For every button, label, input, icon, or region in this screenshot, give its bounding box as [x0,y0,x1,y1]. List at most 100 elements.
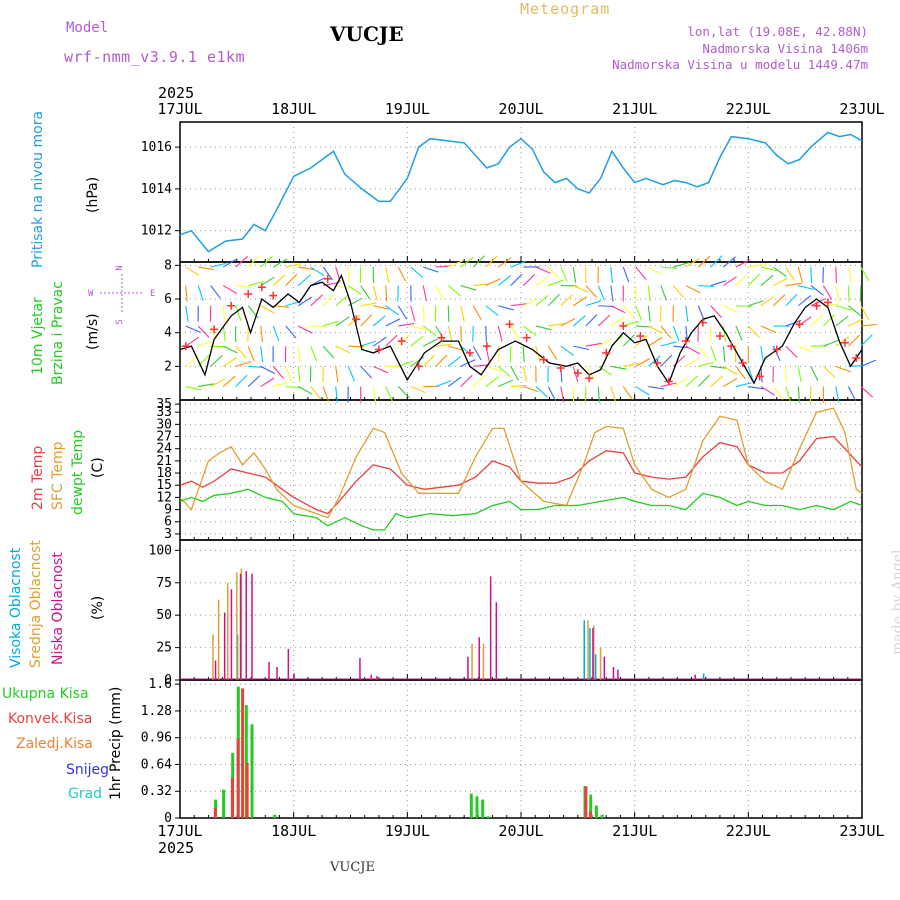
precip-legend-frz: Zaledj.Kisa [16,736,93,752]
wind-barb [335,386,338,403]
wind-barb [297,386,313,395]
wind-barb [498,305,514,311]
cloud-bar-cloud_low [495,602,498,680]
model-name: wrf-nmm_v3.9.1 e1km [64,48,246,66]
wind-barb [760,346,764,363]
wind-barb [297,346,301,363]
wind-barb [760,274,774,286]
wind-barb [248,280,264,287]
wind-barb [685,285,701,294]
wind-barb [372,336,387,347]
wind-barb [373,365,389,374]
wind-barb [647,285,651,302]
wind-barb [497,325,503,342]
cloud-bar-cloud_mid [217,599,220,680]
cloud-bar-cloud_mid [240,568,243,680]
wind-barb [273,381,289,388]
wind-barb [810,366,819,382]
wind-barb [235,285,252,289]
wind-barb [485,365,502,372]
cloud-bar-cloud_low [239,573,242,680]
wind-barb [598,338,613,347]
wind-barb [185,325,201,333]
wind-barb [860,266,870,282]
wind-barb [835,386,840,403]
temperature-ytick-label: 6 [164,515,172,530]
wind-barb [585,300,602,307]
wind-barb [535,295,549,307]
cloud-bar-cloud_low [467,656,469,680]
wind-barb [648,337,663,347]
wind-barb [310,386,322,400]
wind-barb [535,266,551,274]
wind-barb [522,366,528,383]
wind-barb [360,285,371,300]
wind-barb [297,296,312,307]
wind-barb [410,335,424,347]
cloud-bar-cloud_low [617,669,619,680]
wind-barb [260,305,276,314]
wind-barb [810,314,823,327]
wind-barb [798,285,815,291]
wind-barb [323,320,339,327]
wind-barb [423,338,438,347]
cloud-bar-cloud_high [583,620,585,680]
wind-barb [385,318,401,327]
temperature-ytick-label: 12 [156,490,172,505]
wind-barb [385,334,398,347]
precip-bar-precip_total [589,794,593,818]
wind-barb [322,266,333,281]
wind-barb [310,345,318,362]
wind-barb [272,274,286,286]
year-label-top: 2025 [158,84,194,102]
wind-series-wind_speed [179,273,863,385]
wind-barb [460,325,462,342]
wind-barb [410,356,425,367]
wind-barb [735,366,746,380]
temperature-ytick-label: 3 [164,527,172,542]
cloud-bar-cloud_low [268,661,270,680]
wind-barb [447,376,462,387]
model-elevation-label: Nadmorska Visina u modelu 1449.47m [612,57,868,72]
wind-barb [522,346,525,363]
cloud-bar-cloud_mid [236,572,238,680]
wind-barb [435,285,444,300]
wind-barb [247,375,261,387]
wind-barb [247,345,255,362]
wind-barb [422,305,425,322]
wind-barb [785,282,802,287]
wind-barb [597,314,611,327]
wind-barb [285,273,298,286]
wind-barb [735,382,752,388]
wind-barb [398,323,415,327]
wind-barb [673,262,689,268]
wind-barb [710,280,727,287]
wind-barb [385,386,393,402]
wind-barb [785,319,802,327]
precip-bar-precip_conv [584,786,588,818]
cloud-bar-cloud_mid [227,582,229,680]
wind-barb [773,277,788,287]
wind-barb [397,266,407,282]
wind-barb [560,266,568,282]
wind-barb [735,325,743,341]
wind-barb [285,325,297,339]
wind-barb [797,366,802,383]
wind-barb [322,345,335,359]
x-tick-label-bottom: 23JUL [839,822,884,840]
x-tick-label-bottom: 19JUL [385,822,430,840]
wind-barb [697,305,705,321]
wind-barb [510,260,526,268]
temperature-series-dewpoint [179,488,863,531]
wind-barb [185,305,189,322]
wind-barb [472,255,485,268]
wind-ytick-label: 4 [164,326,172,341]
wind-barb [785,293,798,307]
wind-barb [210,262,227,268]
wind-barb [848,318,864,327]
wind-barb [673,345,690,349]
wind-barb [347,314,361,327]
wind-barb [310,325,327,328]
temperature-ytick-label: 9 [164,503,172,518]
wind-barb [222,258,238,268]
